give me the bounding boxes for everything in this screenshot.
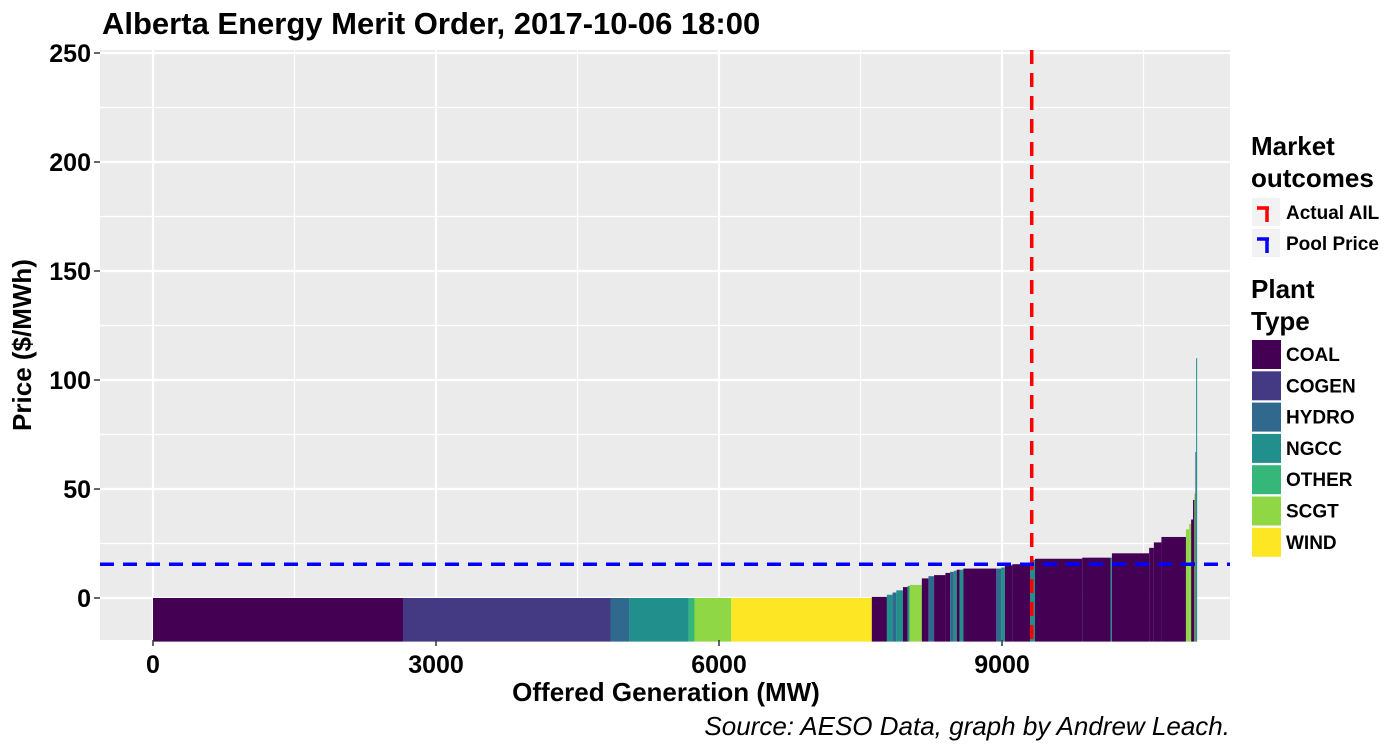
offer-bar	[1035, 558, 1083, 642]
legend-plant-label: NGCC	[1286, 439, 1342, 460]
offer-bar	[945, 572, 951, 642]
legend-outcome-label: Actual AIL	[1286, 203, 1380, 224]
legend-plant-title-line1: Plant	[1251, 274, 1315, 304]
source-caption: Source: AESO Data, graph by Andrew Leach…	[704, 711, 1230, 741]
legend-color-swatch	[1252, 527, 1281, 557]
offer-bar	[1111, 553, 1150, 642]
offer-bar	[886, 594, 893, 642]
legend-plant-keys: COAL COGEN HYDRO NGCC OTHER SCGT WIND	[1252, 340, 1356, 557]
offer-bar	[153, 598, 403, 642]
offer-bar	[896, 590, 903, 642]
offer-bar	[934, 575, 946, 642]
x-tick-label: 9000	[974, 651, 1030, 679]
reference-lines	[100, 50, 1230, 640]
offer-bar	[1001, 567, 1005, 642]
chart-title: Alberta Energy Merit Order, 2017-10-06 1…	[102, 6, 760, 41]
legend-plant-label: COGEN	[1286, 376, 1356, 397]
offer-bar	[1110, 557, 1112, 642]
legend-color-swatch	[1252, 496, 1281, 526]
legend-plant-label: WIND	[1286, 533, 1337, 554]
offer-bar	[892, 592, 897, 642]
legend-color-swatch	[1252, 433, 1281, 463]
offer-bar	[953, 570, 957, 642]
offer-bar	[871, 596, 887, 642]
x-tick-label: 6000	[691, 651, 747, 679]
offer-bar	[1193, 499, 1195, 642]
offer-bar	[694, 598, 732, 642]
offer-bar	[629, 598, 689, 642]
offer-bars	[153, 358, 1198, 642]
offer-bar	[1012, 564, 1031, 642]
plot-panel	[100, 50, 1230, 640]
offer-bar	[907, 586, 910, 642]
legend-outcomes-title-line1: Market	[1251, 131, 1335, 161]
x-axis-label: Offered Generation (MW)	[512, 677, 820, 707]
offer-bar	[959, 569, 964, 642]
legend-plant-label: COAL	[1286, 345, 1340, 366]
y-axis-ticks: 0 50 100 150 200 250	[49, 40, 100, 613]
offer-bar	[402, 598, 611, 642]
legend-plant-title-line2: Type	[1251, 306, 1310, 336]
y-tick-label: 0	[77, 585, 91, 613]
y-tick-label: 250	[49, 40, 91, 68]
legend-plant-label: SCGT	[1286, 502, 1339, 523]
offer-bar	[1196, 358, 1198, 642]
x-axis-ticks: 0 3000 6000 9000	[146, 640, 1030, 679]
x-gridlines	[151, 50, 1145, 640]
offer-bar	[950, 571, 954, 642]
y-axis-label: Price ($/MWh)	[7, 259, 37, 431]
y-tick-label: 200	[49, 149, 91, 177]
legend-color-swatch	[1252, 340, 1281, 369]
legend-outcome-label: Pool Price	[1286, 234, 1379, 255]
offer-bar	[1082, 557, 1111, 642]
offer-bar	[909, 584, 922, 642]
offer-bar	[1195, 451, 1197, 642]
offer-bar	[1161, 536, 1186, 642]
y-tick-label: 50	[63, 476, 91, 504]
legend-color-swatch	[1252, 465, 1281, 495]
offer-bar	[921, 578, 929, 642]
offer-bar	[1189, 523, 1192, 642]
x-tick-label: 3000	[408, 651, 464, 679]
offer-bar	[1004, 565, 1013, 642]
legend-plant-label: OTHER	[1286, 470, 1353, 491]
y-tick-label: 150	[49, 258, 91, 286]
offer-bar	[963, 568, 997, 642]
offer-bar	[1030, 559, 1036, 642]
offer-bar	[1153, 542, 1162, 642]
offer-bar	[956, 569, 960, 642]
offer-bar	[688, 598, 695, 642]
offer-bar	[928, 576, 935, 642]
offer-bar	[1185, 529, 1190, 642]
legend-color-swatch	[1252, 371, 1281, 401]
x-tick-label: 0	[146, 651, 160, 679]
legend-plant-label: HYDRO	[1286, 408, 1355, 429]
offer-bar	[610, 598, 630, 642]
offer-bar	[1149, 547, 1154, 642]
offer-bar	[1194, 493, 1196, 642]
legend-color-swatch	[1252, 402, 1281, 432]
legend-outcome-keys: Actual AIL Pool Price	[1252, 198, 1380, 257]
offer-bar	[1191, 519, 1194, 642]
legend-outcomes-title-line2: outcomes	[1251, 163, 1374, 193]
offer-bar	[996, 568, 1002, 642]
offer-bar	[731, 598, 872, 642]
offer-bar	[902, 587, 908, 642]
legend: Market outcomes Actual AIL Pool Price Pla…	[1251, 131, 1380, 557]
y-tick-label: 100	[49, 367, 91, 395]
